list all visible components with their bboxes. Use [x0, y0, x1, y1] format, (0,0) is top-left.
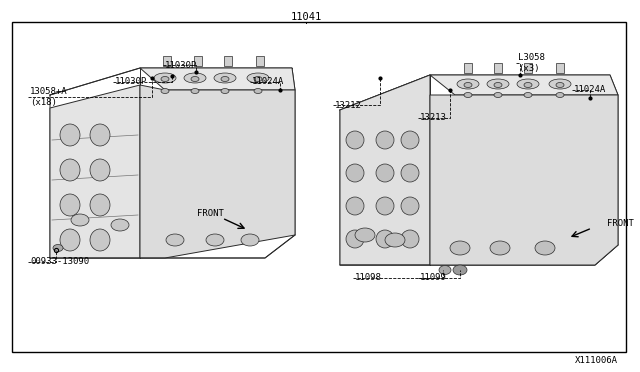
Ellipse shape: [191, 77, 199, 81]
Text: X111006A: X111006A: [575, 356, 618, 365]
Text: 13212: 13212: [335, 100, 362, 109]
Ellipse shape: [71, 214, 89, 226]
Text: 11024A: 11024A: [252, 77, 284, 87]
Ellipse shape: [401, 197, 419, 215]
Text: 11024A: 11024A: [574, 86, 606, 94]
Bar: [524, 63, 532, 73]
Text: FRONT: FRONT: [607, 219, 634, 228]
Ellipse shape: [376, 164, 394, 182]
Ellipse shape: [221, 89, 229, 93]
Bar: [163, 56, 171, 66]
Bar: [556, 63, 564, 73]
Text: 11098: 11098: [355, 273, 382, 282]
Ellipse shape: [401, 164, 419, 182]
Bar: [464, 63, 472, 73]
Ellipse shape: [439, 266, 451, 275]
Ellipse shape: [191, 89, 199, 93]
Polygon shape: [430, 75, 618, 95]
Bar: [194, 56, 202, 66]
Polygon shape: [340, 75, 430, 265]
Ellipse shape: [464, 83, 472, 87]
Text: 13213: 13213: [420, 113, 447, 122]
Bar: [494, 63, 502, 73]
Ellipse shape: [60, 194, 80, 216]
Ellipse shape: [401, 230, 419, 248]
Ellipse shape: [556, 93, 564, 97]
Ellipse shape: [254, 77, 262, 81]
Ellipse shape: [60, 159, 80, 181]
Ellipse shape: [457, 79, 479, 89]
Text: 13058+A: 13058+A: [30, 87, 68, 96]
Ellipse shape: [90, 194, 110, 216]
Ellipse shape: [90, 124, 110, 146]
Ellipse shape: [355, 228, 375, 242]
Text: 11099: 11099: [420, 273, 447, 282]
Ellipse shape: [376, 230, 394, 248]
Polygon shape: [430, 95, 618, 265]
Ellipse shape: [53, 244, 63, 251]
Ellipse shape: [346, 164, 364, 182]
Polygon shape: [140, 68, 295, 90]
Ellipse shape: [90, 159, 110, 181]
Ellipse shape: [490, 241, 510, 255]
Ellipse shape: [154, 73, 176, 83]
Ellipse shape: [254, 89, 262, 93]
Ellipse shape: [453, 265, 467, 275]
Ellipse shape: [161, 89, 169, 93]
Ellipse shape: [556, 83, 564, 87]
Ellipse shape: [346, 197, 364, 215]
Ellipse shape: [214, 73, 236, 83]
Text: (x3): (x3): [518, 64, 540, 73]
Ellipse shape: [494, 93, 502, 97]
Text: 11030P: 11030P: [165, 61, 197, 70]
Ellipse shape: [487, 79, 509, 89]
Text: L3058: L3058: [518, 54, 545, 62]
Ellipse shape: [494, 83, 502, 87]
Ellipse shape: [247, 73, 269, 83]
Ellipse shape: [111, 219, 129, 231]
Ellipse shape: [346, 131, 364, 149]
Ellipse shape: [221, 77, 229, 81]
Ellipse shape: [524, 93, 532, 97]
Text: 11041: 11041: [291, 12, 321, 22]
Ellipse shape: [241, 234, 259, 246]
Bar: [12, 22, 626, 352]
Ellipse shape: [524, 83, 532, 87]
Ellipse shape: [346, 230, 364, 248]
Polygon shape: [140, 85, 295, 258]
Bar: [256, 56, 264, 66]
Polygon shape: [50, 85, 140, 258]
Ellipse shape: [161, 77, 169, 81]
Ellipse shape: [376, 131, 394, 149]
Ellipse shape: [90, 229, 110, 251]
Ellipse shape: [549, 79, 571, 89]
Ellipse shape: [166, 234, 184, 246]
Ellipse shape: [401, 131, 419, 149]
Ellipse shape: [450, 241, 470, 255]
Text: (x18): (x18): [30, 97, 57, 106]
Ellipse shape: [376, 197, 394, 215]
Text: FRONT: FRONT: [196, 208, 223, 218]
Ellipse shape: [206, 234, 224, 246]
Ellipse shape: [535, 241, 555, 255]
Ellipse shape: [184, 73, 206, 83]
Bar: [224, 56, 232, 66]
Text: 11030P: 11030P: [115, 77, 147, 87]
Ellipse shape: [517, 79, 539, 89]
Ellipse shape: [464, 93, 472, 97]
Text: 00933-13090: 00933-13090: [30, 257, 89, 266]
Ellipse shape: [385, 233, 405, 247]
Ellipse shape: [60, 124, 80, 146]
Ellipse shape: [60, 229, 80, 251]
